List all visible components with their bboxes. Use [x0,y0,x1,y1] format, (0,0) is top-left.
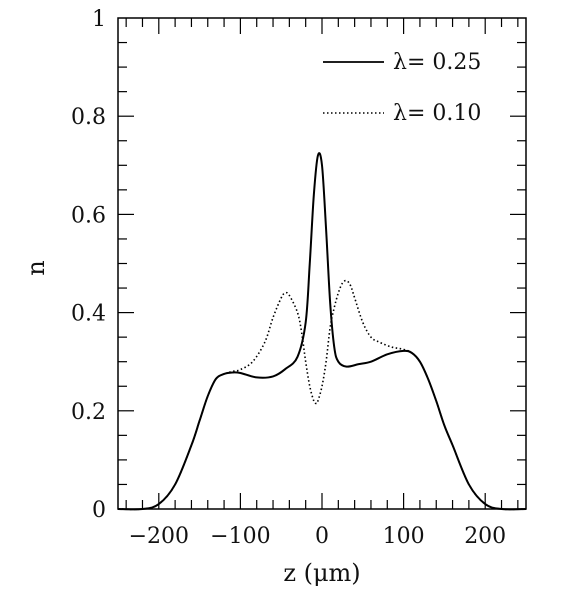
y-tick-label: 0.4 [71,302,106,327]
x-tick-label: 0 [315,524,329,549]
x-tick-label: 200 [464,524,506,549]
y-tick-label: 0.6 [71,203,106,228]
series-line-1 [117,152,527,511]
plot-frame [117,17,527,510]
tick-labels: −200 −100 0 100 200 0 0.2 0.4 0.6 0.8 1 [71,7,506,549]
y-axis-label: n [22,260,50,275]
legend: λ= 0.25 λ= 0.10 [323,50,481,126]
x-tick-label: −200 [129,524,189,549]
series [117,152,527,511]
ticks [118,18,526,509]
y-tick-label: 0.2 [71,400,106,425]
x-tick-label: −100 [210,524,270,549]
y-tick-label: 0.8 [71,105,106,130]
y-tick-label: 1 [92,7,106,32]
y-tick-label: 0 [92,498,106,523]
x-axis-label: z (μm) [283,559,360,587]
x-tick-label: 100 [383,524,425,549]
legend-label-2: λ= 0.10 [393,101,481,126]
legend-label-1: λ= 0.25 [393,50,481,75]
